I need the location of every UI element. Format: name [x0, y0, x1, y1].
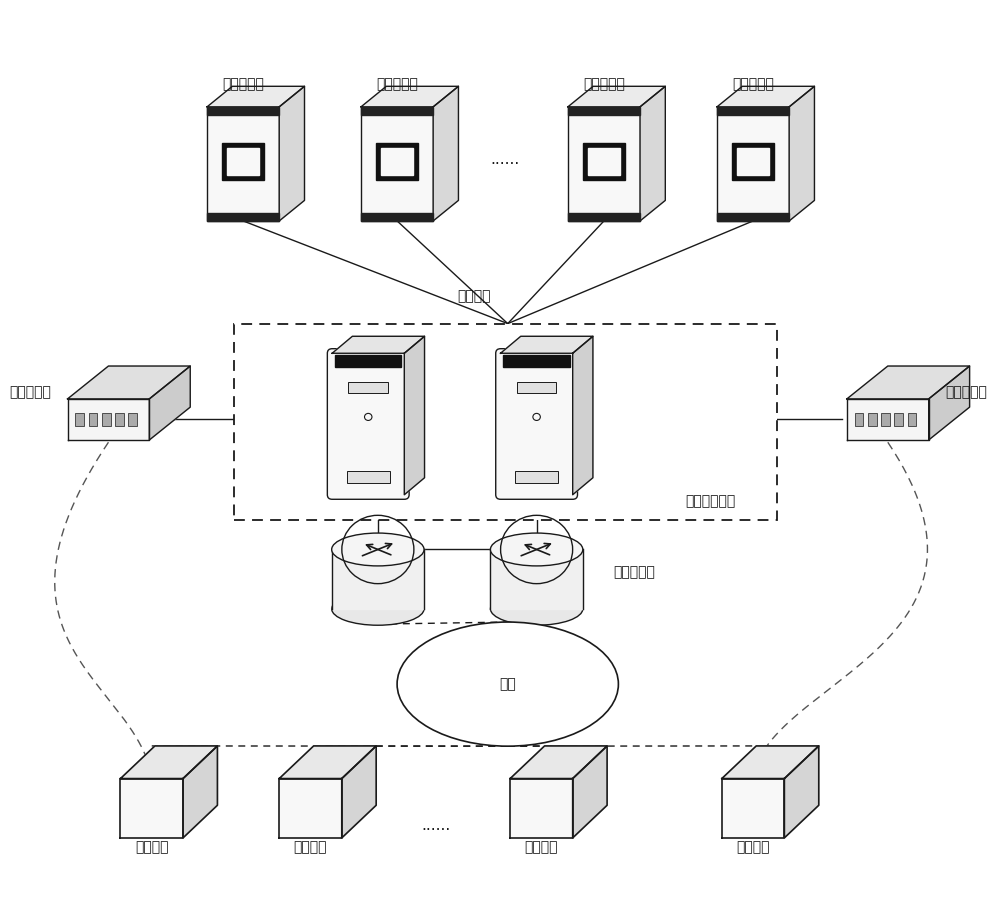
Bar	[881, 414, 890, 426]
Polygon shape	[207, 107, 279, 115]
Bar	[361, 107, 433, 221]
Polygon shape	[583, 144, 625, 180]
Bar	[868, 414, 877, 426]
Polygon shape	[120, 778, 183, 838]
Bar	[348, 381, 388, 393]
Polygon shape	[510, 778, 573, 838]
Polygon shape	[490, 550, 583, 609]
Text: ......: ......	[490, 152, 519, 167]
Bar	[89, 414, 97, 426]
Polygon shape	[361, 87, 458, 107]
Polygon shape	[279, 746, 376, 778]
Polygon shape	[222, 144, 264, 180]
Text: 前置服务器: 前置服务器	[376, 77, 418, 91]
Polygon shape	[847, 366, 970, 399]
Polygon shape	[717, 107, 789, 115]
Polygon shape	[568, 107, 640, 115]
Text: 采集终端: 采集终端	[736, 840, 770, 854]
Text: 控制服务器: 控制服务器	[9, 385, 51, 399]
Polygon shape	[68, 399, 149, 440]
Polygon shape	[789, 87, 814, 221]
Ellipse shape	[332, 592, 424, 625]
Polygon shape	[332, 550, 424, 609]
Polygon shape	[573, 336, 593, 495]
Polygon shape	[573, 746, 607, 838]
Polygon shape	[279, 87, 304, 221]
Polygon shape	[717, 213, 789, 221]
Bar	[75, 414, 84, 426]
Text: 以太网交换机: 以太网交换机	[686, 495, 736, 508]
Bar	[347, 471, 390, 484]
Polygon shape	[588, 148, 620, 175]
Polygon shape	[501, 336, 593, 354]
Text: 采集终端: 采集终端	[457, 289, 491, 303]
Polygon shape	[568, 87, 665, 107]
Polygon shape	[737, 148, 769, 175]
Polygon shape	[433, 87, 458, 221]
Ellipse shape	[490, 533, 583, 565]
Bar	[517, 381, 556, 393]
Polygon shape	[929, 366, 970, 440]
Polygon shape	[183, 746, 217, 838]
Polygon shape	[404, 336, 425, 495]
Bar	[115, 414, 124, 426]
Bar	[894, 414, 903, 426]
Bar	[855, 414, 863, 426]
FancyBboxPatch shape	[327, 349, 409, 499]
Polygon shape	[510, 746, 607, 778]
Text: 专网: 专网	[499, 677, 516, 691]
Bar	[102, 414, 111, 426]
Ellipse shape	[397, 622, 618, 746]
Polygon shape	[847, 399, 929, 440]
Bar	[515, 471, 558, 484]
Text: ......: ......	[421, 818, 450, 834]
Ellipse shape	[332, 533, 424, 565]
Text: 采集终端: 采集终端	[294, 840, 327, 854]
Text: 广域路由器: 广域路由器	[614, 565, 655, 578]
Bar	[568, 107, 640, 221]
Polygon shape	[722, 778, 784, 838]
Polygon shape	[732, 144, 774, 180]
Polygon shape	[279, 778, 342, 838]
Polygon shape	[227, 148, 259, 175]
Bar	[717, 107, 789, 221]
Polygon shape	[149, 366, 190, 440]
FancyBboxPatch shape	[496, 349, 578, 499]
Text: 采集终端: 采集终端	[525, 840, 558, 854]
Polygon shape	[784, 746, 819, 838]
Polygon shape	[361, 107, 433, 115]
Polygon shape	[381, 148, 413, 175]
Text: 控制服务器: 控制服务器	[946, 385, 987, 399]
Polygon shape	[640, 87, 665, 221]
FancyBboxPatch shape	[234, 323, 777, 519]
Ellipse shape	[490, 592, 583, 625]
Polygon shape	[722, 746, 819, 778]
Polygon shape	[376, 144, 418, 180]
Text: 采集终端: 采集终端	[135, 840, 168, 854]
Polygon shape	[717, 87, 814, 107]
Bar	[207, 107, 279, 221]
Polygon shape	[207, 213, 279, 221]
Polygon shape	[68, 366, 190, 399]
Polygon shape	[503, 355, 570, 367]
Polygon shape	[120, 746, 217, 778]
Polygon shape	[332, 336, 425, 354]
Text: 前置服务器: 前置服务器	[583, 77, 625, 91]
Polygon shape	[568, 213, 640, 221]
Bar	[128, 414, 137, 426]
Text: 前置服务器: 前置服务器	[222, 77, 264, 91]
Polygon shape	[335, 355, 401, 367]
Text: 前置服务器: 前置服务器	[732, 77, 774, 91]
Polygon shape	[207, 87, 304, 107]
Polygon shape	[342, 746, 376, 838]
Bar	[908, 414, 916, 426]
Polygon shape	[361, 213, 433, 221]
